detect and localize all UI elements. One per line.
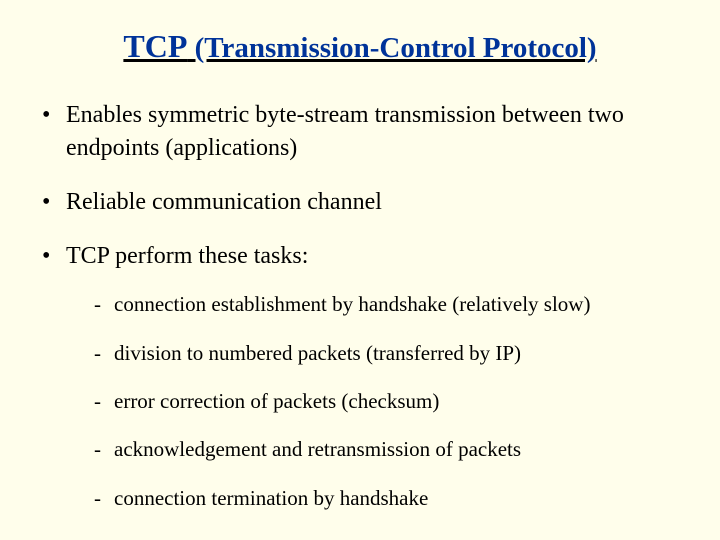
sub-list-item: division to numbered packets (transferre… [94, 340, 680, 367]
sub-list-item: error correction of packets (checksum) [94, 388, 680, 415]
sub-list-item: acknowledgement and retransmission of pa… [94, 436, 680, 463]
slide-title: TCP (Transmission-Control Protocol) [40, 28, 680, 65]
bullet-list-level2: connection establishment by handshake (r… [66, 291, 680, 511]
bullet-text: connection establishment by handshake (r… [114, 292, 590, 316]
bullet-text: error correction of packets (checksum) [114, 389, 439, 413]
bullet-text: acknowledgement and retransmission of pa… [114, 437, 521, 461]
title-tcp: TCP [123, 28, 187, 64]
sub-list-item: connection establishment by handshake (r… [94, 291, 680, 318]
bullet-text: Enables symmetric byte-stream transmissi… [66, 102, 624, 161]
list-item: Enables symmetric byte-stream transmissi… [40, 99, 680, 165]
title-rest: (Transmission-Control Protocol) [187, 32, 596, 64]
bullet-text: Reliable communication channel [66, 189, 382, 215]
sub-list-item: connection termination by handshake [94, 485, 680, 512]
bullet-text: TCP perform these tasks: [66, 243, 308, 269]
bullet-list-level1: Enables symmetric byte-stream transmissi… [40, 99, 680, 512]
list-item: TCP perform these tasks: connection esta… [40, 240, 680, 512]
slide: TCP (Transmission-Control Protocol) Enab… [0, 0, 720, 540]
bullet-text: division to numbered packets (transferre… [114, 341, 521, 365]
bullet-text: connection termination by handshake [114, 486, 428, 510]
list-item: Reliable communication channel [40, 186, 680, 219]
